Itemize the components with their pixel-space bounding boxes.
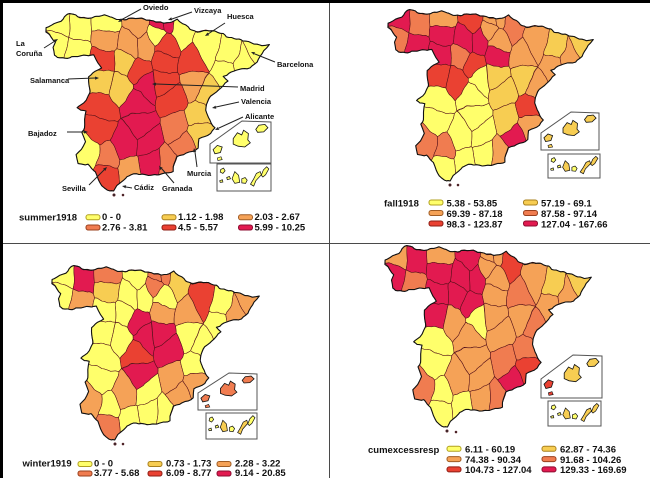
svg-text:127.04 - 167.66: 127.04 - 167.66 xyxy=(541,220,608,231)
svg-text:Madrid: Madrid xyxy=(240,84,265,93)
svg-text:Sevilla: Sevilla xyxy=(62,184,87,193)
svg-text:6.09 - 8.77: 6.09 - 8.77 xyxy=(166,468,211,478)
svg-text:Vizcaya: Vizcaya xyxy=(194,6,222,15)
svg-text:104.73 - 127.04: 104.73 - 127.04 xyxy=(465,465,532,476)
svg-text:4.5 - 5.57: 4.5 - 5.57 xyxy=(178,222,218,233)
svg-text:Huesca: Huesca xyxy=(227,12,255,21)
svg-text:5.38 - 53.85: 5.38 - 53.85 xyxy=(447,199,498,210)
svg-text:6.11 - 60.19: 6.11 - 60.19 xyxy=(465,445,515,456)
svg-text:Granada: Granada xyxy=(162,184,193,193)
svg-text:2.28 - 3.22: 2.28 - 3.22 xyxy=(235,459,280,470)
svg-text:Barcelona: Barcelona xyxy=(277,60,314,69)
svg-text:fall1918: fall1918 xyxy=(384,199,419,210)
svg-text:62.87 - 74.36: 62.87 - 74.36 xyxy=(560,445,616,456)
svg-text:0.73 - 1.73: 0.73 - 1.73 xyxy=(166,459,211,470)
svg-text:0 - 0: 0 - 0 xyxy=(102,212,121,223)
svg-text:3.77 - 5.68: 3.77 - 5.68 xyxy=(94,468,139,478)
svg-text:Cádiz: Cádiz xyxy=(134,183,154,192)
svg-text:Bajadoz: Bajadoz xyxy=(28,129,57,138)
svg-text:98.3 - 123.87: 98.3 - 123.87 xyxy=(447,220,503,231)
svg-text:69.39 - 87.18: 69.39 - 87.18 xyxy=(447,209,503,220)
svg-text:129.33 - 169.69: 129.33 - 169.69 xyxy=(560,465,627,476)
svg-text:cumexcessresp: cumexcessresp xyxy=(368,445,439,456)
svg-text:Alicante: Alicante xyxy=(245,112,274,121)
svg-text:winter1919: winter1919 xyxy=(22,459,72,470)
svg-text:74.38 - 90.34: 74.38 - 90.34 xyxy=(465,455,522,466)
svg-text:Murcia: Murcia xyxy=(187,169,212,178)
svg-text:87.58 - 97.14: 87.58 - 97.14 xyxy=(541,209,598,220)
svg-text:57.19 - 69.1: 57.19 - 69.1 xyxy=(541,199,592,210)
svg-text:2.76 - 3.81: 2.76 - 3.81 xyxy=(102,222,148,233)
svg-text:La: La xyxy=(16,39,26,48)
svg-text:0 - 0: 0 - 0 xyxy=(94,459,113,470)
svg-text:Coruña: Coruña xyxy=(16,49,43,58)
svg-text:summer1918: summer1918 xyxy=(19,213,77,224)
svg-text:Valencia: Valencia xyxy=(241,97,272,106)
svg-text:91.68 - 104.26: 91.68 - 104.26 xyxy=(560,455,621,466)
svg-text:2.03 - 2.67: 2.03 - 2.67 xyxy=(255,212,300,223)
svg-text:1.12 - 1.98: 1.12 - 1.98 xyxy=(178,212,223,223)
svg-text:Oviedo: Oviedo xyxy=(143,3,169,12)
svg-text:Salamanca: Salamanca xyxy=(30,76,70,85)
svg-text:9.14 - 20.85: 9.14 - 20.85 xyxy=(235,468,286,478)
svg-text:5.99 - 10.25: 5.99 - 10.25 xyxy=(255,222,306,233)
